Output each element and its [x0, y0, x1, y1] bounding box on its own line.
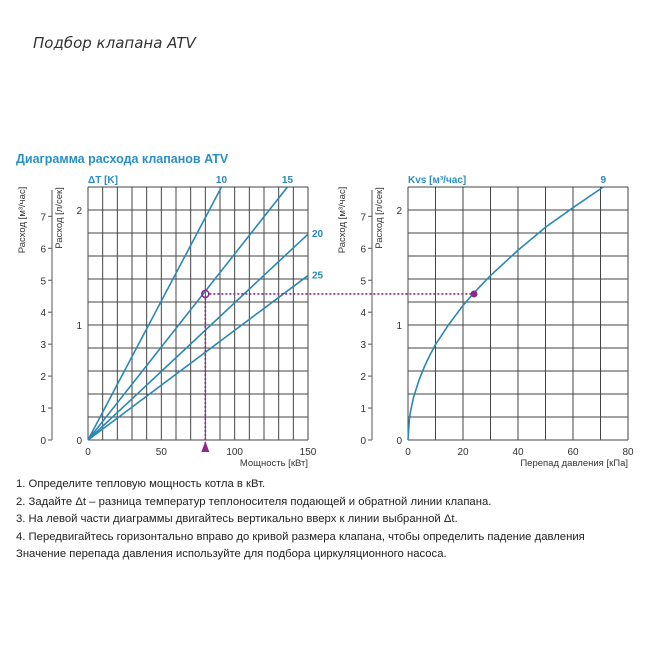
chart2-x-tick-label: 60	[567, 447, 579, 458]
pressure-drop-marker	[470, 290, 478, 298]
chart2-y2-tick-label: 3	[360, 340, 366, 351]
chart1-y-axis-label: Расход [л/сек]	[54, 187, 65, 249]
diagram-title: Диаграмма расхода клапанов ATV	[16, 152, 229, 166]
instructions: 1. Определите тепловую мощность котла в …	[16, 476, 585, 564]
chart1-series-15-line	[87, 186, 289, 441]
chart1-series-20-line	[87, 233, 309, 441]
chart1-series-label: 10	[216, 175, 228, 186]
step-2: 2. Задайте Δt – разница температур тепло…	[16, 495, 492, 508]
chart2-y-tick-label: 2	[396, 206, 402, 217]
chart2-x-tick-label: 0	[405, 447, 411, 458]
step-3: 3. На левой части диаграммы двигайтесь в…	[16, 513, 458, 525]
chart2-y2-tick-label: 6	[360, 244, 366, 255]
chart2-y-tick-label: 1	[396, 321, 402, 332]
chart1-y2-tick-label: 0	[40, 436, 46, 447]
chart1-y2-tick-label: 7	[40, 212, 46, 223]
chart1-y-tick-label: 1	[76, 321, 82, 332]
chart1-series-25-line	[87, 274, 309, 441]
chart2-y2-tick-label: 4	[360, 308, 366, 319]
chart1-y2-tick-label: 1	[40, 404, 46, 415]
step-note: Значение перепада давления используйте д…	[16, 548, 447, 560]
page-heading: Подбор клапана ATV	[33, 34, 196, 52]
chart1-x-tick-label: 150	[300, 447, 317, 458]
chart1-x-axis-label: Мощность [кВт]	[240, 458, 308, 469]
step-4: 4. Передвигайтесь горизонтально вправо д…	[16, 530, 585, 543]
chart1-y2-axis-label: Расход [м³/час]	[17, 187, 28, 254]
chart1-series-label: 25	[312, 271, 324, 282]
chart2-x-axis-label: Перепад давления [кПа]	[520, 458, 628, 469]
chart2-y2-tick-label: 0	[360, 436, 366, 447]
chart1-y-tick-label: 0	[76, 436, 82, 447]
chart2-y-tick-label: 0	[396, 436, 402, 447]
power-flow-marker	[201, 289, 210, 299]
chart1-series-label: 15	[282, 175, 294, 186]
step-1: 1. Определите тепловую мощность котла в …	[16, 478, 266, 490]
chart2-y2-tick-label: 5	[360, 276, 366, 287]
chart2-y2-tick-label: 1	[360, 404, 366, 415]
chart1-y2-tick-label: 6	[40, 244, 46, 255]
chart2-series-label: 9	[600, 175, 606, 186]
chart2-x-tick-label: 80	[622, 447, 634, 458]
power-input-arrow-icon	[201, 441, 210, 452]
chart1-series-label: 20	[312, 229, 324, 240]
chart1-y2-tick-label: 2	[40, 372, 46, 383]
chart1-x-tick-label: 0	[85, 447, 91, 458]
chart2-legend-title: Kvs [м³/час]	[408, 175, 466, 186]
chart2-x-tick-label: 40	[512, 447, 524, 458]
chart2-y2-tick-label: 2	[360, 372, 366, 383]
chart2-y-axis-label: Расход [л/сек]	[374, 187, 385, 249]
chart1-y2-tick-label: 5	[40, 276, 46, 287]
chart1-series-10-line	[87, 186, 223, 441]
chart2-series-9-line	[407, 186, 604, 441]
chart1-legend-title: ΔT [K]	[88, 175, 118, 186]
chart2-y2-axis-label: Расход [м³/час]	[337, 187, 348, 254]
chart2-x-tick-label: 20	[457, 447, 469, 458]
chart2-y2-tick-label: 7	[360, 212, 366, 223]
chart1-y2-tick-label: 4	[40, 308, 46, 319]
chart1-y-tick-label: 2	[76, 206, 82, 217]
chart1-x-tick-label: 50	[156, 447, 168, 458]
chart1-y2-tick-label: 3	[40, 340, 46, 351]
chart1-x-tick-label: 100	[226, 447, 243, 458]
